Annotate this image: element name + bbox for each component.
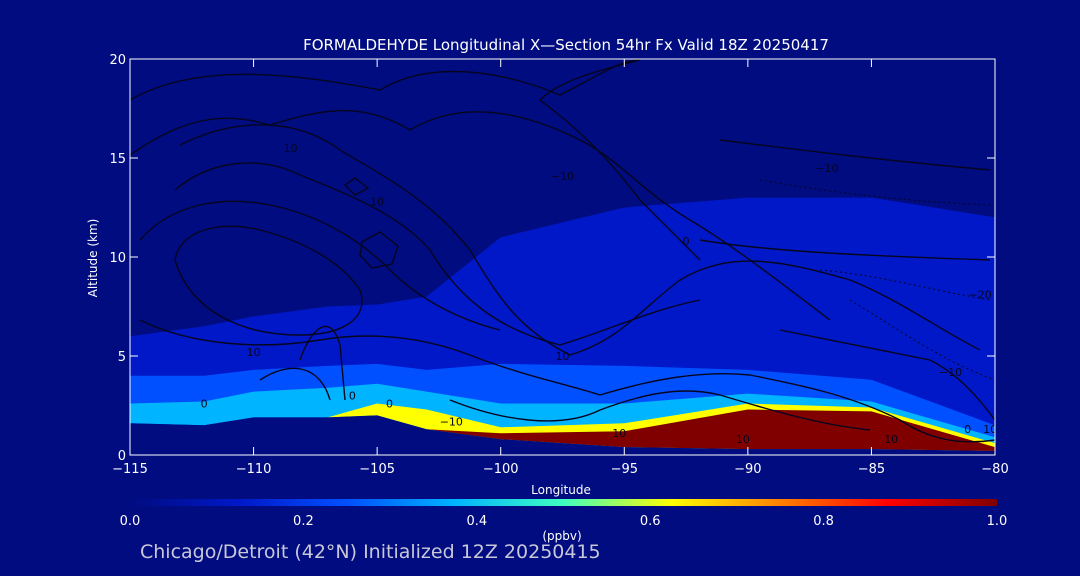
contour-line — [129, 109, 831, 321]
contour-label: −10 — [939, 366, 962, 379]
chart-title: FORMALDEHYDE Longitudinal X—Section 54hr… — [303, 36, 829, 54]
contour-line — [343, 177, 370, 196]
contour-line — [449, 390, 871, 431]
contour-line — [699, 139, 991, 261]
contour-label: 0 — [964, 423, 971, 436]
footer-caption: Chicago/Detroit (42°N) Initialized 12Z 2… — [140, 541, 601, 563]
contour-label: −10 — [815, 162, 838, 175]
x-tick-label: −115 — [112, 462, 148, 477]
y-axis-label: Altitude (km) — [86, 219, 100, 298]
contour-label: 10 — [983, 423, 997, 436]
colorbar-units: (ppbv) — [542, 529, 581, 543]
colorbar-ticks: 0.0 0.2 0.4 0.6 0.8 1.0 — [120, 514, 1008, 529]
y-tick-label: 10 — [109, 251, 126, 266]
x-tick-label: −100 — [483, 462, 519, 477]
y-axis: 0 5 10 15 20 — [109, 53, 995, 464]
contour-label: 10 — [284, 142, 298, 155]
contour-line — [179, 124, 981, 356]
x-tick-label: −95 — [611, 462, 638, 477]
contour-label: 10 — [736, 433, 750, 446]
contour-label-layer: 10 10 −10 0 −10 −20 −10 10 0 0 0 −10 10 10 10 10 0 10 — [201, 142, 997, 446]
contour-line — [174, 162, 701, 346]
y-tick-label: 20 — [109, 53, 126, 68]
contour-label: 10 — [247, 346, 261, 359]
y-tick-label: 5 — [118, 350, 126, 365]
concentration-band — [130, 409, 995, 451]
contour-line-dotted — [849, 299, 996, 381]
contour-label: 10 — [370, 196, 384, 209]
x-tick-label: −90 — [734, 462, 761, 477]
x-tick-label: −80 — [981, 462, 1008, 477]
wind-contour-layer — [129, 59, 996, 443]
contour-label: −20 — [969, 289, 992, 302]
contour-label: 0 — [201, 398, 208, 411]
contour-line — [779, 329, 996, 421]
x-axis: −115 −110 −105 −100 −95 −90 −85 −80 — [112, 59, 1009, 477]
colorbar-tick-label: 0.6 — [640, 514, 661, 529]
colorbar-tick-label: 0.2 — [293, 514, 314, 529]
contour-label: −10 — [440, 415, 463, 428]
y-tick-label: 0 — [118, 449, 126, 464]
x-tick-label: −110 — [236, 462, 272, 477]
contour-line — [259, 325, 346, 401]
x-tick-label: −105 — [359, 462, 395, 477]
contour-label: 10 — [884, 433, 898, 446]
colorbar-tick-label: 0.0 — [120, 514, 141, 529]
terrain — [130, 415, 995, 455]
contour-label: 10 — [612, 427, 626, 440]
contour-label: −10 — [551, 170, 574, 183]
contour-line — [139, 319, 996, 443]
colorbar-tick-label: 0.4 — [466, 514, 487, 529]
colorbar — [130, 499, 997, 506]
colorbar-tick-label: 1.0 — [987, 514, 1008, 529]
contour-line — [539, 59, 701, 261]
contour-label: 0 — [386, 398, 393, 411]
colorbar-tick-label: 0.8 — [813, 514, 834, 529]
contour-line — [174, 225, 363, 336]
x-axis-label: Longitude — [531, 483, 591, 497]
contour-line — [359, 231, 399, 269]
y-tick-label: 15 — [109, 152, 126, 167]
concentration-fill-layer — [130, 197, 995, 455]
contour-label: 10 — [556, 350, 570, 363]
contour-line — [129, 59, 641, 101]
contour-label: 0 — [349, 390, 356, 403]
contour-label: 0 — [683, 235, 690, 248]
contour-line-dotted — [819, 269, 991, 301]
contour-line — [139, 200, 501, 331]
x-tick-label: −85 — [858, 462, 885, 477]
